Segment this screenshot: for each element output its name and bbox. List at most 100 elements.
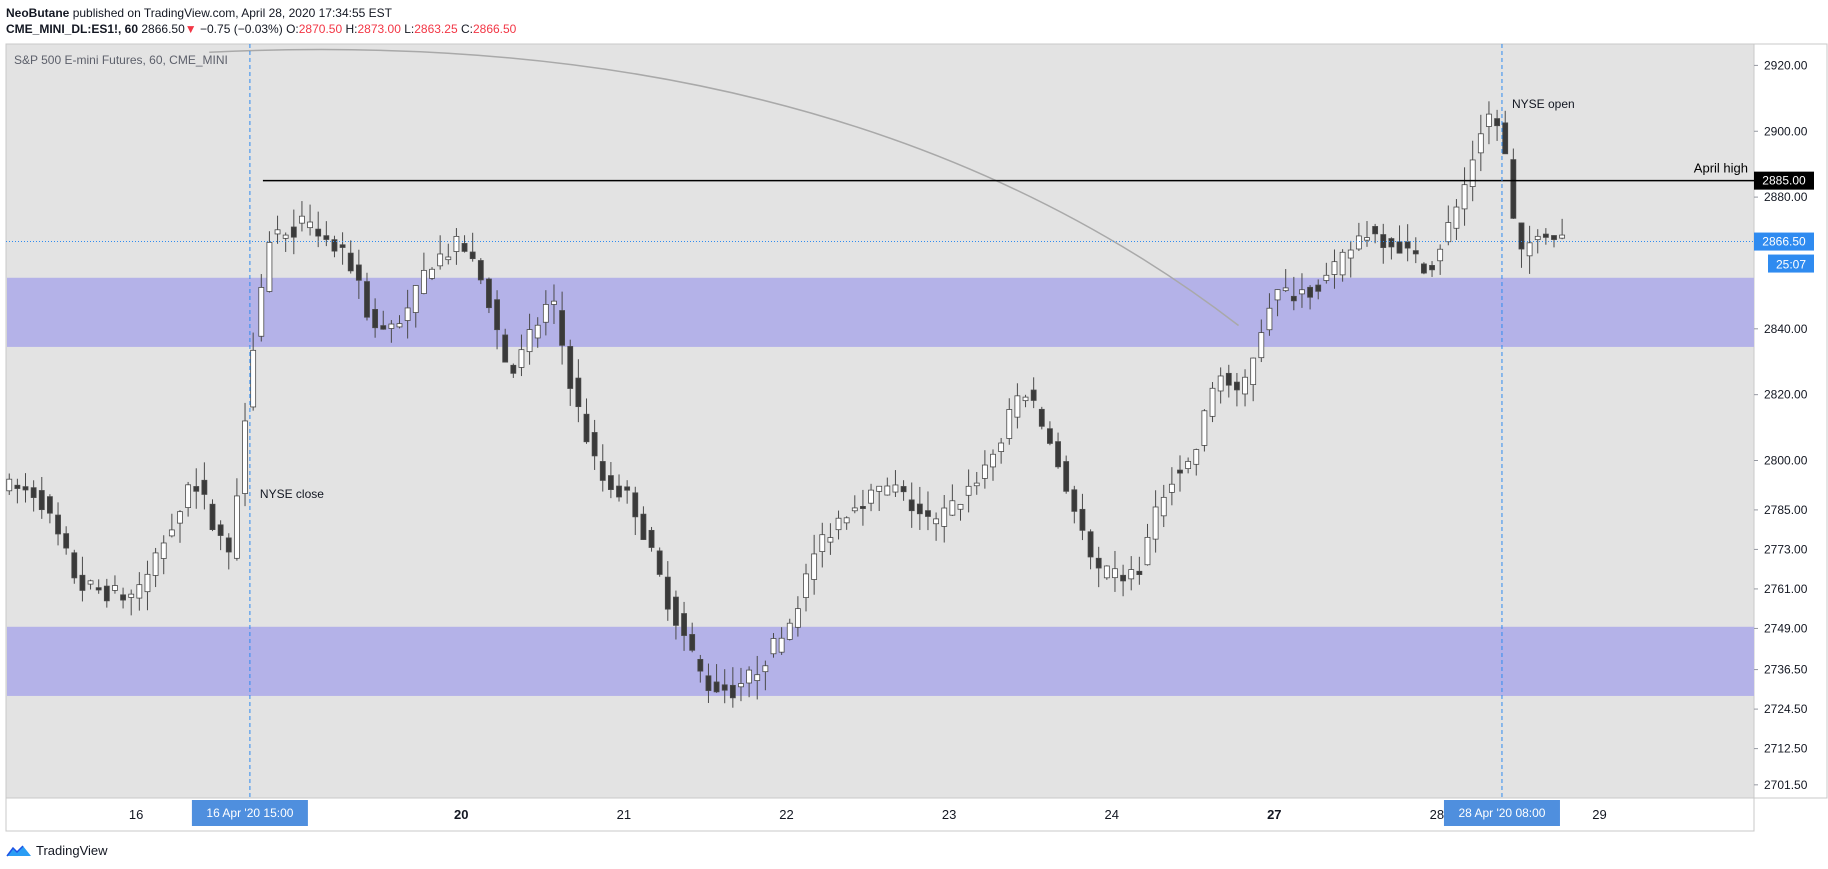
candle-up <box>233 495 240 559</box>
candle-down <box>1502 122 1509 155</box>
candle-down <box>1120 574 1126 582</box>
candle-up <box>128 593 135 598</box>
candle-up <box>274 229 281 235</box>
candle-up <box>242 420 248 494</box>
candle-down <box>63 533 70 549</box>
candle-up <box>388 323 395 329</box>
candle-up <box>6 478 13 492</box>
candle-up <box>803 573 809 598</box>
chart-title: S&P 500 E-mini Futures, 60, CME_MINI <box>14 53 228 67</box>
candle-up <box>1242 376 1248 395</box>
candle-down <box>1315 284 1322 292</box>
candle-up <box>965 485 972 496</box>
candle-down <box>1234 381 1240 391</box>
candle-down <box>1510 159 1517 219</box>
candle-down <box>38 490 45 511</box>
price-tick-label: 2920.00 <box>1764 58 1808 72</box>
candle-down <box>494 299 500 331</box>
candle-up <box>282 234 289 239</box>
nyse-close-label: NYSE close <box>260 487 324 501</box>
candle-up <box>1486 113 1492 127</box>
countdown-tag <box>1768 254 1814 273</box>
candle-down <box>380 325 387 330</box>
candle-down <box>22 486 29 491</box>
time-tick-label: 20 <box>454 807 468 822</box>
candle-down <box>120 594 126 601</box>
candle-down <box>323 235 330 240</box>
candle-down <box>925 510 931 517</box>
candle-up <box>1185 460 1192 469</box>
candle-up <box>542 304 549 323</box>
price-tick-label: 2724.50 <box>1764 702 1808 716</box>
candle-up <box>136 584 143 599</box>
candle-down <box>681 613 687 636</box>
price-change: −0.75 (−0.03%) <box>200 22 283 36</box>
candle-down <box>860 506 866 509</box>
zone-band <box>7 626 1754 696</box>
time-tick-label: 29 <box>1592 807 1606 822</box>
candle-down <box>1429 265 1435 271</box>
candle-up <box>1144 536 1151 566</box>
candle-up <box>868 489 874 504</box>
candle-up <box>973 482 980 487</box>
author-name[interactable]: NeoButane <box>6 6 70 20</box>
candle-down <box>664 576 671 610</box>
candle-up <box>250 349 257 408</box>
time-tick-label: 22 <box>779 807 793 822</box>
candle-down <box>1063 461 1070 492</box>
candle-up <box>786 622 793 640</box>
candle-up <box>1258 332 1265 359</box>
brand-name: TradingView <box>36 843 108 858</box>
candle-up <box>429 268 435 279</box>
candle-up <box>177 511 183 524</box>
candle-up <box>168 529 175 537</box>
last-price-text: 2866.50 <box>1762 235 1806 249</box>
publish-header: NeoButane published on TradingView.com, … <box>6 5 516 37</box>
candle-up <box>876 485 883 492</box>
candle-down <box>616 485 622 498</box>
candle-down <box>315 228 322 237</box>
candle-down <box>1421 263 1427 274</box>
price-tick-label: 2820.00 <box>1764 388 1808 402</box>
price-tick-label: 2900.00 <box>1764 124 1808 138</box>
candle-up <box>981 464 988 479</box>
high-label: H: <box>345 22 358 36</box>
candle-down <box>697 658 704 672</box>
price-tick-label: 2749.00 <box>1764 621 1808 635</box>
candle-up <box>518 349 525 368</box>
candle-up <box>87 580 94 585</box>
candle-down <box>1542 233 1549 238</box>
candle-up <box>811 553 818 580</box>
candle-up <box>420 269 427 294</box>
candle-up <box>738 683 744 688</box>
candle-up <box>1217 375 1224 392</box>
candle-down <box>705 675 712 691</box>
candle-down <box>193 486 200 492</box>
tradingview-logo-icon <box>6 844 31 856</box>
candle-down <box>486 278 492 309</box>
candle-down <box>461 243 468 252</box>
candle-up <box>160 542 167 559</box>
price-tick-label: 2701.50 <box>1764 778 1808 792</box>
nyse-open-label: NYSE open <box>1512 97 1575 111</box>
candle-up <box>1559 234 1566 239</box>
candle-up <box>1201 410 1208 446</box>
candle-down <box>201 479 208 495</box>
price-axis[interactable] <box>1753 43 1828 799</box>
candle-up <box>1355 235 1362 250</box>
tradingview-brand[interactable]: TradingView <box>6 843 108 858</box>
candle-down <box>55 514 61 535</box>
candle-up <box>819 534 826 552</box>
candle-up <box>1250 357 1257 385</box>
time-tick-label: 27 <box>1267 807 1281 822</box>
candle-down <box>1404 241 1411 249</box>
candle-down <box>1095 557 1102 569</box>
candle-down <box>916 503 923 515</box>
candle-down <box>225 537 232 553</box>
candle-down <box>567 346 574 389</box>
candle-down <box>355 264 362 281</box>
candle-up <box>1006 409 1013 439</box>
candle-up <box>551 300 557 305</box>
candle-down <box>1177 469 1183 474</box>
